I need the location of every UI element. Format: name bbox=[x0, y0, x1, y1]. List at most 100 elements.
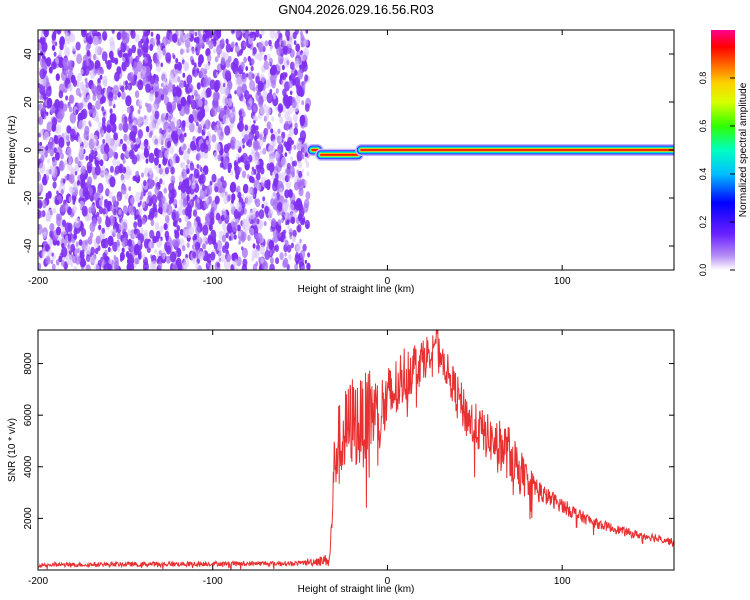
noise-speckle bbox=[184, 38, 191, 49]
noise-speckle bbox=[128, 230, 132, 236]
colorbar-tick-label: 0.0 bbox=[698, 264, 708, 277]
noise-speckle bbox=[239, 167, 242, 172]
noise-speckle bbox=[169, 251, 177, 263]
noise-speckle bbox=[46, 111, 49, 116]
noise-speckle bbox=[299, 238, 302, 244]
noise-speckle bbox=[162, 49, 166, 56]
noise-speckle bbox=[159, 49, 162, 55]
noise-speckle bbox=[207, 235, 213, 245]
noise-speckle bbox=[165, 245, 172, 255]
noise-speckle bbox=[127, 253, 133, 263]
noise-speckle bbox=[135, 210, 139, 215]
noise-speckle bbox=[127, 84, 131, 90]
noise-speckle bbox=[58, 137, 65, 148]
noise-speckle bbox=[111, 30, 115, 34]
noise-speckle bbox=[172, 33, 178, 43]
noise-speckle bbox=[63, 58, 70, 70]
colorbar-tick-label: 0.8 bbox=[698, 72, 708, 85]
noise-speckle bbox=[125, 45, 130, 52]
noise-speckle bbox=[145, 125, 150, 133]
noise-speckle bbox=[269, 263, 275, 270]
noise-speckle bbox=[116, 160, 121, 167]
noise-speckle bbox=[223, 195, 229, 205]
noise-speckle bbox=[141, 172, 144, 178]
noise-speckle bbox=[154, 222, 160, 231]
noise-speckle bbox=[279, 116, 284, 124]
noise-speckle bbox=[277, 128, 281, 134]
noise-speckle bbox=[222, 95, 229, 106]
noise-speckle bbox=[176, 225, 181, 232]
noise-speckle bbox=[43, 30, 49, 38]
noise-speckle bbox=[86, 179, 91, 188]
y-tick-label: -20 bbox=[23, 190, 34, 205]
noise-speckle bbox=[179, 79, 185, 89]
noise-speckle bbox=[238, 231, 241, 237]
noise-speckle bbox=[38, 52, 41, 62]
noise-speckle bbox=[278, 187, 284, 196]
noise-speckle bbox=[302, 61, 308, 72]
noise-speckle bbox=[48, 66, 53, 74]
noise-speckle bbox=[305, 30, 309, 34]
noise-speckle bbox=[270, 128, 274, 134]
noise-speckle bbox=[58, 255, 63, 263]
noise-speckle bbox=[80, 179, 86, 189]
noise-speckle bbox=[235, 187, 239, 193]
noise-speckle bbox=[134, 34, 140, 43]
noise-speckle bbox=[99, 74, 103, 80]
noise-speckle bbox=[140, 191, 144, 197]
noise-speckle bbox=[174, 135, 179, 142]
noise-speckle bbox=[175, 58, 179, 64]
noise-speckle bbox=[201, 250, 205, 257]
noise-speckle bbox=[290, 156, 293, 162]
noise-speckle bbox=[103, 264, 109, 270]
noise-speckle bbox=[248, 71, 254, 81]
noise-speckle bbox=[200, 119, 205, 127]
noise-speckle bbox=[113, 228, 117, 235]
noise-speckle bbox=[219, 162, 223, 168]
noise-speckle bbox=[154, 248, 158, 254]
noise-speckle bbox=[69, 128, 76, 140]
noise-speckle bbox=[212, 92, 218, 102]
noise-speckle bbox=[131, 154, 138, 165]
noise-speckle bbox=[169, 145, 174, 155]
noise-speckle bbox=[214, 56, 219, 63]
noise-speckle bbox=[174, 237, 180, 247]
noise-speckle bbox=[266, 92, 273, 104]
noise-speckle bbox=[67, 207, 72, 216]
noise-speckle bbox=[155, 33, 161, 42]
noise-speckle bbox=[163, 223, 168, 231]
noise-speckle bbox=[186, 242, 190, 248]
noise-speckle bbox=[241, 231, 247, 242]
noise-speckle bbox=[171, 211, 177, 221]
noise-speckle bbox=[166, 101, 173, 113]
noise-speckle bbox=[187, 98, 192, 105]
noise-speckle bbox=[190, 99, 197, 110]
noise-speckle bbox=[58, 183, 66, 195]
noise-speckle bbox=[136, 60, 143, 72]
noise-speckle bbox=[84, 190, 91, 200]
noise-speckle bbox=[119, 251, 125, 261]
noise-speckle bbox=[288, 75, 293, 81]
noise-speckle bbox=[178, 217, 182, 223]
noise-speckle bbox=[109, 115, 116, 126]
x-tick-label: 0 bbox=[385, 576, 391, 587]
noise-speckle bbox=[137, 202, 141, 208]
noise-speckle bbox=[190, 34, 194, 39]
y-tick-label: 6000 bbox=[23, 404, 34, 427]
noise-speckle bbox=[86, 94, 91, 102]
noise-speckle bbox=[240, 97, 244, 102]
noise-speckle bbox=[221, 222, 227, 231]
noise-speckle bbox=[64, 175, 68, 181]
noise-speckle bbox=[279, 138, 282, 143]
noise-speckle bbox=[68, 94, 74, 104]
noise-speckle bbox=[261, 203, 265, 209]
noise-speckle bbox=[159, 225, 164, 234]
noise-speckle bbox=[148, 241, 152, 248]
noise-speckle bbox=[242, 223, 246, 229]
noise-speckle bbox=[257, 52, 263, 62]
noise-speckle bbox=[107, 247, 111, 252]
noise-speckle bbox=[275, 73, 278, 78]
noise-speckle bbox=[59, 50, 62, 56]
noise-speckle bbox=[196, 30, 202, 36]
noise-speckle bbox=[157, 261, 163, 270]
